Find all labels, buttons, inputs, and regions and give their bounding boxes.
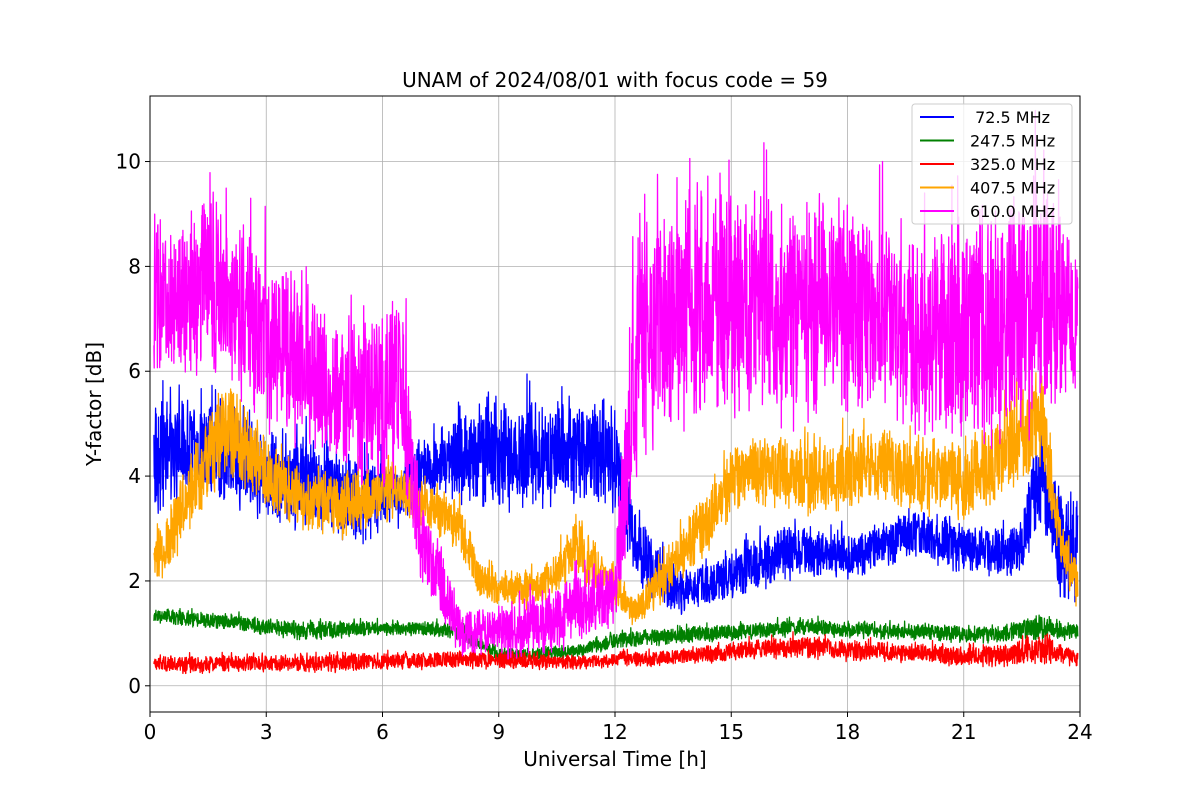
x-axis-label: Universal Time [h] <box>523 747 706 771</box>
y-tick-label: 4 <box>128 464 141 488</box>
legend-label: 72.5 MHz <box>970 108 1050 127</box>
legend-label: 325.0 MHz <box>970 155 1055 174</box>
chart-title: UNAM of 2024/08/01 with focus code = 59 <box>402 68 828 92</box>
x-tick-label: 6 <box>376 720 389 744</box>
legend: 72.5 MHz 247.5 MHz 325.0 MHz 407.5 MHz 610.0… <box>911 103 1073 225</box>
x-tick-label: 3 <box>260 720 273 744</box>
x-tick-label: 0 <box>144 720 157 744</box>
y-tick-label: 10 <box>116 150 141 174</box>
y-tick-label: 2 <box>128 569 141 593</box>
series-line <box>153 607 1079 663</box>
y-axis: 0 2 4 6 8 10 <box>116 150 150 698</box>
series-layer <box>153 109 1079 675</box>
legend-label: 407.5 MHz <box>970 179 1055 198</box>
y-axis-label: Y-factor [dB] <box>82 342 106 467</box>
x-tick-label: 24 <box>1067 720 1092 744</box>
y-tick-label: 6 <box>128 359 141 383</box>
x-tick-label: 15 <box>719 720 744 744</box>
series-line <box>153 109 1079 660</box>
x-tick-label: 12 <box>602 720 627 744</box>
y-tick-label: 0 <box>128 674 141 698</box>
y-tick-label: 8 <box>128 254 141 278</box>
x-tick-label: 9 <box>492 720 505 744</box>
legend-label: 610.0 MHz <box>970 202 1055 221</box>
series-line <box>153 631 1079 675</box>
x-tick-label: 18 <box>835 720 860 744</box>
x-axis: 0 3 6 9 12 15 18 21 24 <box>144 712 1093 744</box>
x-tick-label: 21 <box>951 720 976 744</box>
legend-label: 247.5 MHz <box>970 132 1055 151</box>
legend-box <box>911 103 1073 225</box>
